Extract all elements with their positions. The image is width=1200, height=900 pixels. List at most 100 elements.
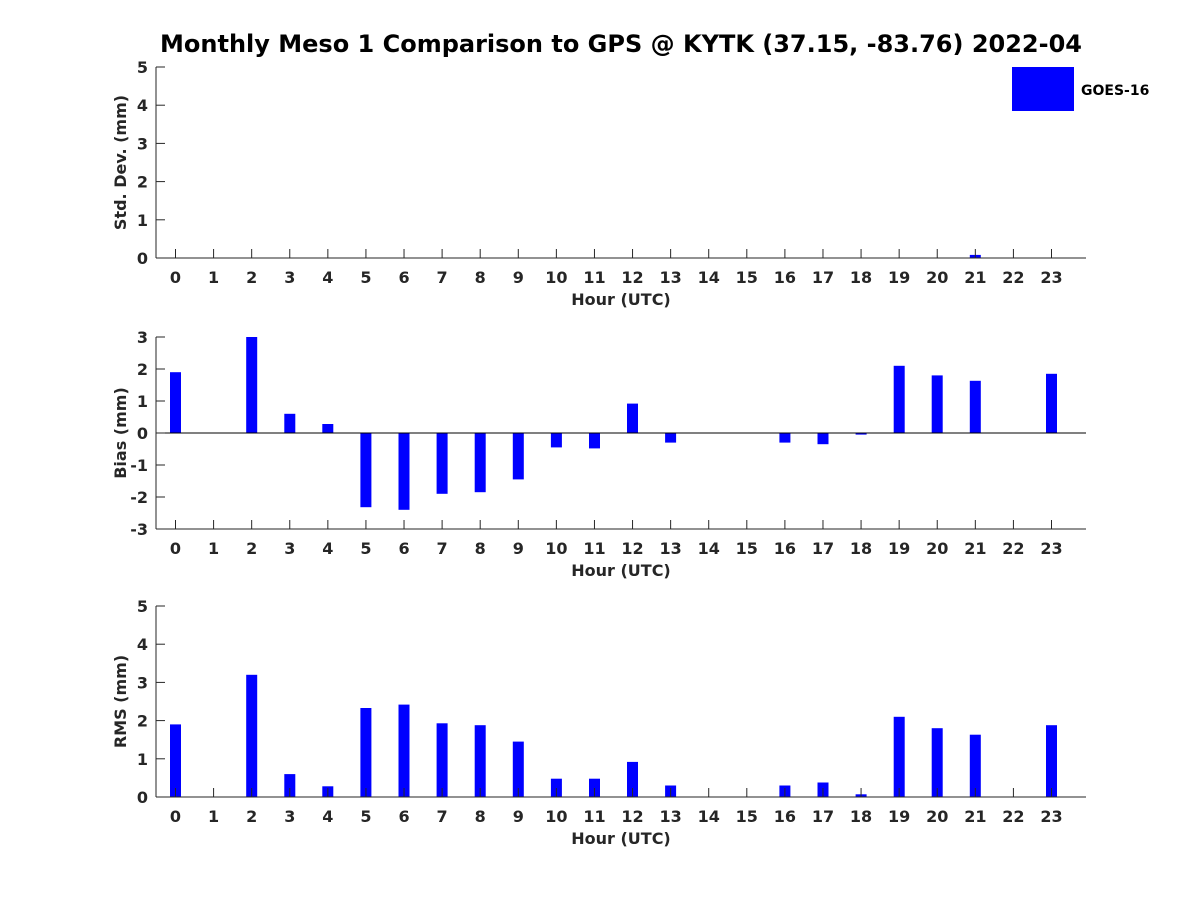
x-tick-label: 8 xyxy=(475,807,486,826)
bar-16 xyxy=(779,433,791,443)
y-tick-label: 2 xyxy=(137,712,148,731)
x-tick-label: 4 xyxy=(322,539,333,558)
x-tick-label: 13 xyxy=(659,807,681,826)
bar-21 xyxy=(969,380,981,433)
x-tick-label: 5 xyxy=(360,807,371,826)
x-axis-label: Hour (UTC) xyxy=(571,290,671,309)
x-tick-label: 6 xyxy=(398,268,409,287)
x-tick-label: 11 xyxy=(583,807,605,826)
y-axis-label: Std. Dev. (mm) xyxy=(111,95,130,230)
y-tick-label: 0 xyxy=(137,249,148,268)
y-tick-label: -2 xyxy=(130,488,148,507)
x-tick-label: 17 xyxy=(812,268,834,287)
bar-12 xyxy=(627,403,638,433)
y-tick-label: -3 xyxy=(130,520,148,539)
bar-8 xyxy=(474,725,486,797)
x-tick-label: 19 xyxy=(888,539,910,558)
bar-2 xyxy=(246,674,258,797)
y-tick-label: -1 xyxy=(130,456,148,475)
x-tick-label: 14 xyxy=(698,807,720,826)
x-tick-label: 1 xyxy=(208,807,219,826)
y-tick-label: 0 xyxy=(137,424,148,443)
x-tick-label: 4 xyxy=(322,807,333,826)
bar-10 xyxy=(550,433,562,448)
x-tick-label: 8 xyxy=(475,539,486,558)
x-tick-label: 0 xyxy=(170,268,181,287)
x-tick-label: 20 xyxy=(926,539,948,558)
x-tick-label: 2 xyxy=(246,268,257,287)
bar-20 xyxy=(931,728,943,797)
x-tick-label: 6 xyxy=(398,807,409,826)
bar-5 xyxy=(360,708,372,797)
x-tick-label: 19 xyxy=(888,807,910,826)
y-tick-label: 5 xyxy=(137,58,148,77)
bar-21 xyxy=(969,734,981,797)
x-tick-label: 6 xyxy=(398,539,409,558)
x-tick-label: 12 xyxy=(621,539,643,558)
x-tick-label: 7 xyxy=(437,539,448,558)
bar-9 xyxy=(512,741,524,797)
x-tick-label: 21 xyxy=(964,807,986,826)
x-tick-label: 18 xyxy=(850,268,872,287)
y-tick-label: 1 xyxy=(137,392,148,411)
bar-20 xyxy=(931,375,943,433)
x-tick-label: 22 xyxy=(1002,539,1024,558)
bar-5 xyxy=(360,433,372,508)
x-tick-label: 16 xyxy=(774,539,796,558)
x-tick-label: 17 xyxy=(812,539,834,558)
x-tick-label: 3 xyxy=(284,807,295,826)
x-tick-label: 18 xyxy=(850,539,872,558)
bar-18 xyxy=(855,433,867,435)
x-tick-label: 3 xyxy=(284,268,295,287)
x-tick-label: 15 xyxy=(736,807,758,826)
y-tick-label: 5 xyxy=(137,597,148,616)
legend-label: GOES-16 xyxy=(1081,83,1149,99)
bar-13 xyxy=(665,433,677,443)
y-axis-label: RMS (mm) xyxy=(111,655,130,748)
x-tick-label: 21 xyxy=(964,268,986,287)
bar-17 xyxy=(817,433,829,445)
bar-6 xyxy=(398,433,410,510)
x-tick-label: 13 xyxy=(659,539,681,558)
chart-title: Monthly Meso 1 Comparison to GPS @ KYTK … xyxy=(160,30,1082,58)
y-tick-label: 0 xyxy=(137,788,148,807)
bar-11 xyxy=(589,433,600,449)
x-tick-label: 16 xyxy=(774,268,796,287)
x-axis-label: Hour (UTC) xyxy=(571,561,671,580)
bar-12 xyxy=(627,761,638,797)
x-tick-label: 23 xyxy=(1040,268,1062,287)
x-tick-label: 7 xyxy=(437,268,448,287)
x-tick-label: 21 xyxy=(964,539,986,558)
bar-23 xyxy=(1046,373,1057,433)
x-tick-label: 0 xyxy=(170,539,181,558)
x-tick-label: 14 xyxy=(698,268,720,287)
bar-0 xyxy=(170,372,181,433)
x-tick-label: 7 xyxy=(437,807,448,826)
legend: GOES-16 xyxy=(1012,67,1149,111)
x-tick-label: 2 xyxy=(246,539,257,558)
x-tick-label: 1 xyxy=(208,268,219,287)
bar-6 xyxy=(398,704,410,797)
x-tick-label: 13 xyxy=(659,268,681,287)
bar-19 xyxy=(893,716,905,797)
x-tick-label: 12 xyxy=(621,807,643,826)
x-tick-label: 4 xyxy=(322,268,333,287)
x-tick-label: 10 xyxy=(545,539,567,558)
x-tick-label: 11 xyxy=(583,539,605,558)
x-tick-label: 23 xyxy=(1040,807,1062,826)
bar-23 xyxy=(1046,725,1057,797)
x-tick-label: 0 xyxy=(170,807,181,826)
bar-7 xyxy=(436,723,448,797)
x-tick-label: 8 xyxy=(475,268,486,287)
x-tick-label: 16 xyxy=(774,807,796,826)
x-tick-label: 5 xyxy=(360,268,371,287)
y-tick-label: 2 xyxy=(137,360,148,379)
bar-10 xyxy=(550,778,562,797)
bar-2 xyxy=(246,337,258,433)
y-tick-label: 4 xyxy=(137,96,148,115)
